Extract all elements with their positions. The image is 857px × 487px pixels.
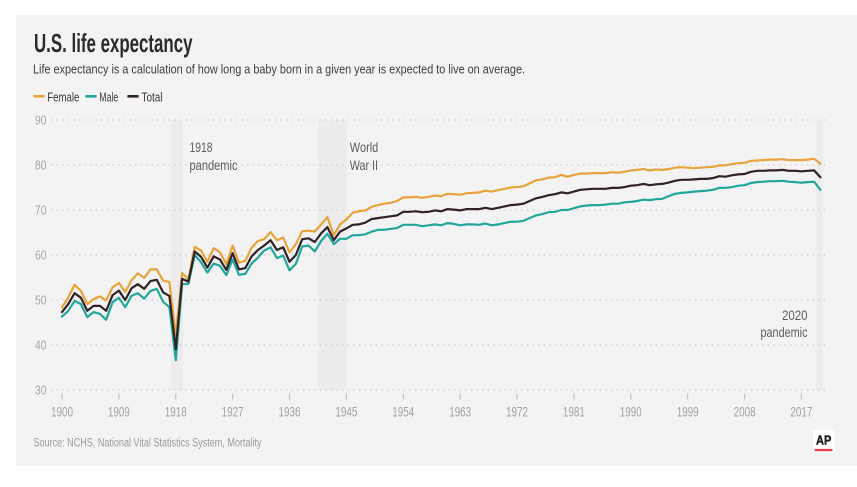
svg-text:90: 90 <box>35 112 47 127</box>
svg-text:AP: AP <box>816 434 831 448</box>
svg-text:1927: 1927 <box>222 405 244 420</box>
svg-text:80: 80 <box>35 157 47 172</box>
svg-text:1972: 1972 <box>506 405 528 420</box>
svg-text:U.S. life expectancy: U.S. life expectancy <box>34 28 193 58</box>
svg-text:50: 50 <box>35 292 47 307</box>
svg-text:30: 30 <box>35 382 47 397</box>
svg-text:pandemic: pandemic <box>761 324 808 340</box>
svg-text:2008: 2008 <box>734 405 756 420</box>
svg-text:pandemic: pandemic <box>190 157 238 173</box>
svg-text:Female: Female <box>47 89 79 104</box>
svg-text:1936: 1936 <box>279 405 301 420</box>
svg-text:War II: War II <box>350 157 378 173</box>
svg-text:World: World <box>350 139 379 155</box>
svg-text:40: 40 <box>35 337 47 352</box>
svg-text:1999: 1999 <box>677 405 699 420</box>
svg-text:1954: 1954 <box>392 405 414 420</box>
svg-text:Life expectancy is a calculati: Life expectancy is a calculation of how … <box>33 62 525 77</box>
svg-text:Male: Male <box>99 89 118 104</box>
svg-text:2020: 2020 <box>782 307 808 323</box>
svg-text:Source: NCHS, National Vital S: Source: NCHS, National Vital Statistics … <box>34 436 263 450</box>
svg-text:1990: 1990 <box>620 405 642 420</box>
svg-text:1900: 1900 <box>51 405 73 420</box>
svg-text:70: 70 <box>35 202 47 217</box>
svg-text:1909: 1909 <box>108 405 130 420</box>
svg-text:1981: 1981 <box>563 405 585 420</box>
svg-text:1918: 1918 <box>190 139 213 155</box>
svg-text:1918: 1918 <box>165 405 187 420</box>
svg-text:1963: 1963 <box>449 405 471 420</box>
svg-text:1945: 1945 <box>335 405 357 420</box>
svg-text:2017: 2017 <box>790 405 812 420</box>
svg-text:Total: Total <box>142 89 163 104</box>
svg-text:60: 60 <box>35 247 47 262</box>
